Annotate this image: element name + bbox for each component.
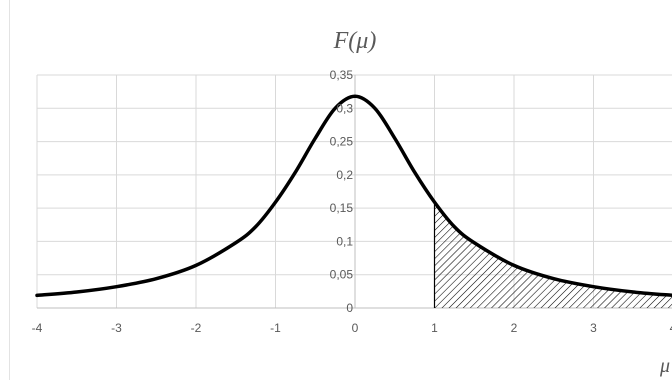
x-tick-label: -4 — [32, 321, 43, 335]
series-group — [35, 94, 672, 298]
chart-title: F(μ) — [333, 28, 377, 54]
x-tick-label: -2 — [191, 321, 202, 335]
y-tick-label: 0,35 — [330, 68, 354, 82]
x-tick-label: -3 — [111, 321, 122, 335]
x-tick-labels: -4 -3 -2 -1 0 1 2 3 4 — [32, 321, 672, 335]
y-tick-labels: 0 0,05 0,1 0,15 0,2 0,25 0,3 0,35 — [330, 68, 354, 315]
shaded-area — [434, 202, 672, 308]
x-tick-label: 2 — [511, 321, 518, 335]
gridlines — [36, 74, 672, 308]
axes — [37, 75, 672, 309]
y-tick-label: 0 — [346, 301, 353, 315]
y-tick-label: 0,1 — [336, 234, 353, 248]
x-tick-label: 3 — [590, 321, 597, 335]
x-tick-label: -1 — [270, 321, 281, 335]
y-tick-label: 0,05 — [330, 268, 354, 282]
y-tick-label: 0,2 — [336, 168, 353, 182]
y-tick-label: 0,3 — [336, 101, 353, 115]
frame-left-edge — [9, 0, 10, 380]
x-tick-label: 4 — [670, 321, 672, 335]
x-axis-label: μ — [659, 355, 670, 377]
shaded-region — [433, 202, 672, 308]
series-line — [35, 94, 672, 298]
x-tick-label: 0 — [352, 321, 359, 335]
y-tick-label: 0,25 — [330, 135, 354, 149]
y-tick-label: 0,15 — [330, 201, 354, 215]
x-tick-label: 1 — [431, 321, 438, 335]
